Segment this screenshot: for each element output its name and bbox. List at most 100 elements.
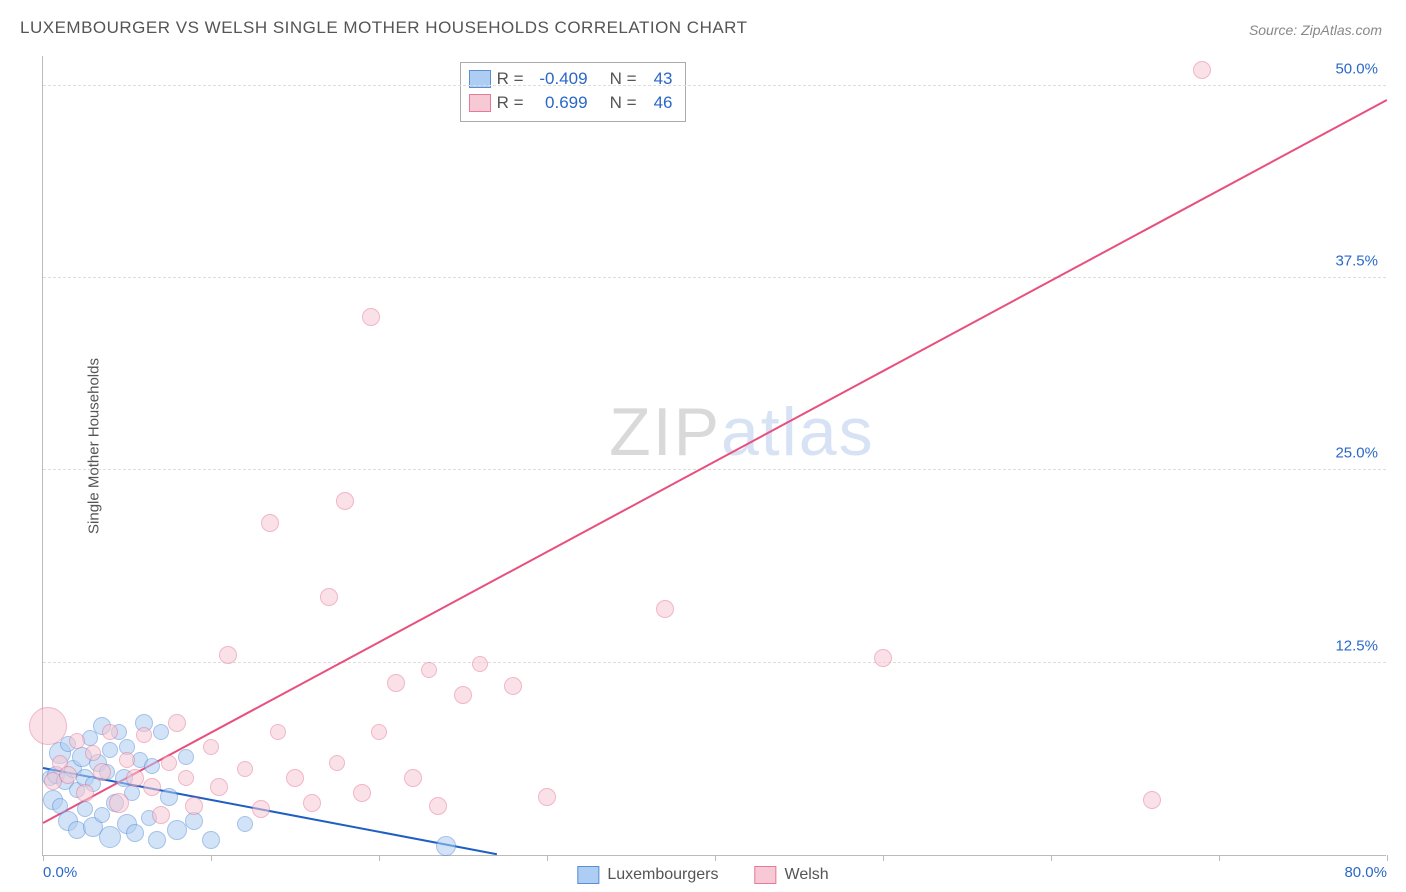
gridline [43,85,1386,86]
data-point-pink [178,770,194,786]
data-point-pink [126,769,144,787]
watermark: ZIPatlas [609,393,874,471]
x-tick-mark [1051,855,1052,861]
data-point-blue [160,788,178,806]
data-point-pink [76,784,94,802]
legend-series: Luxembourgers Welsh [577,866,828,884]
x-tick-mark [379,855,380,861]
legend-r-label: R = [497,91,524,115]
legend-n-value: 43 [643,67,673,91]
data-point-pink [538,788,556,806]
data-point-pink [161,755,177,771]
data-point-pink [329,755,345,771]
data-point-pink [143,778,161,796]
gridline [43,277,1386,278]
legend-swatch [755,866,777,884]
data-point-pink [69,733,85,749]
data-point-blue [185,812,203,830]
data-point-pink [387,674,405,692]
data-point-blue [167,820,187,840]
data-point-pink [219,646,237,664]
legend-swatch [469,94,491,112]
chart-title: LUXEMBOURGER VS WELSH SINGLE MOTHER HOUS… [20,18,748,38]
data-point-pink [29,707,67,745]
data-point-pink [404,769,422,787]
x-tick-mark [883,855,884,861]
data-point-pink [85,745,101,761]
data-point-blue [144,758,160,774]
legend-label: Luxembourgers [607,866,718,884]
watermark-part2: atlas [721,394,875,470]
legend-n-label: N = [610,67,637,91]
legend-r-label: R = [497,67,524,91]
trend-line-pink [43,99,1388,824]
legend-n-value: 46 [643,91,673,115]
data-point-pink [93,763,111,781]
data-point-pink [252,800,270,818]
data-point-pink [286,769,304,787]
y-tick-label: 12.5% [1335,637,1378,654]
data-point-pink [1143,791,1161,809]
legend-swatch [577,866,599,884]
data-point-blue [237,816,253,832]
legend-item-pink: Welsh [755,866,829,884]
watermark-part1: ZIP [609,394,721,470]
data-point-pink [152,806,170,824]
data-point-pink [203,739,219,755]
data-point-blue [94,807,110,823]
data-point-pink [656,600,674,618]
data-point-pink [362,308,380,326]
data-point-pink [136,727,152,743]
x-tick-label: 0.0% [43,864,77,881]
data-point-pink [185,797,203,815]
data-point-pink [261,514,279,532]
data-point-pink [109,793,129,813]
x-tick-mark [547,855,548,861]
x-tick-mark [1387,855,1388,861]
data-point-pink [237,761,253,777]
data-point-pink [320,588,338,606]
gridline [43,662,1386,663]
x-tick-mark [1219,855,1220,861]
data-point-pink [353,784,371,802]
legend-item-blue: Luxembourgers [577,866,718,884]
legend-r-value: -0.409 [530,67,588,91]
data-point-pink [303,794,321,812]
legend-label: Welsh [785,866,829,884]
data-point-pink [59,766,77,784]
x-tick-mark [715,855,716,861]
data-point-blue [148,831,166,849]
data-point-pink [874,649,892,667]
data-point-blue [202,831,220,849]
y-tick-label: 50.0% [1335,60,1378,77]
data-point-pink [454,686,472,704]
data-point-blue [77,801,93,817]
y-tick-label: 37.5% [1335,253,1378,270]
data-point-blue [436,836,456,856]
legend-stats-row: R =0.699 N =46 [469,91,673,115]
data-point-blue [178,749,194,765]
legend-stats-row: R =-0.409 N =43 [469,67,673,91]
x-tick-label: 80.0% [1344,864,1387,881]
data-point-pink [1193,61,1211,79]
data-point-pink [371,724,387,740]
data-point-pink [429,797,447,815]
y-tick-label: 25.0% [1335,445,1378,462]
chart-plot-area: ZIPatlas R =-0.409 N =43 R =0.699 N =46 12.… [42,56,1386,856]
data-point-pink [504,677,522,695]
data-point-pink [119,752,135,768]
data-point-blue [153,724,169,740]
data-point-pink [210,778,228,796]
x-tick-mark [211,855,212,861]
legend-r-value: 0.699 [530,91,588,115]
data-point-pink [102,724,118,740]
data-point-pink [336,492,354,510]
data-point-pink [168,714,186,732]
data-point-blue [102,742,118,758]
legend-n-label: N = [610,91,637,115]
data-point-pink [270,724,286,740]
x-tick-mark [43,855,44,861]
data-point-pink [472,656,488,672]
data-point-blue [126,824,144,842]
gridline [43,469,1386,470]
